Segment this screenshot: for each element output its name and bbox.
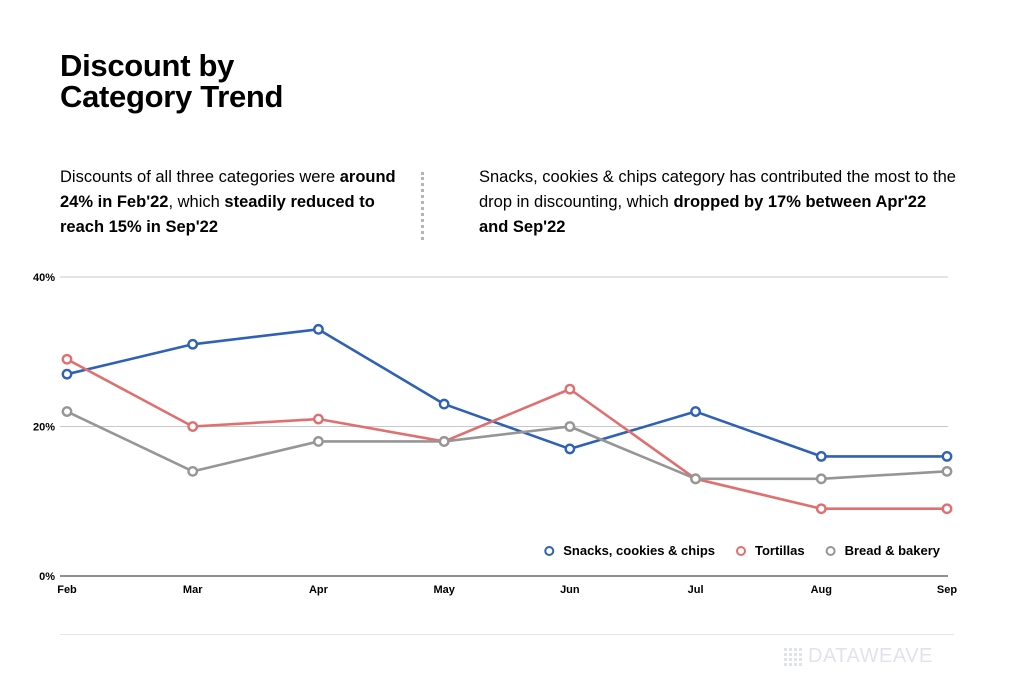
data-point bbox=[690, 473, 701, 485]
x-tick-label: Aug bbox=[811, 584, 832, 596]
data-point bbox=[815, 503, 827, 515]
data-point bbox=[438, 436, 450, 447]
legend-marker bbox=[736, 546, 746, 556]
x-tick-label: Feb bbox=[57, 584, 77, 596]
insight-left-text-2: , which bbox=[168, 193, 225, 211]
legend-label: Snacks, cookies & chips bbox=[563, 543, 715, 558]
legend-marker bbox=[544, 546, 555, 556]
x-tick-label: Apr bbox=[309, 584, 329, 596]
grid-dots-icon bbox=[784, 647, 802, 666]
insight-right: Snacks, cookies & chips category has con… bbox=[479, 165, 959, 240]
data-point bbox=[690, 406, 701, 417]
data-point bbox=[187, 338, 199, 350]
insight-left-text-1: Discounts of all three categories were bbox=[60, 168, 340, 186]
y-tick-label: 20% bbox=[33, 422, 55, 434]
x-tick-label: Jul bbox=[688, 584, 704, 596]
data-point bbox=[564, 421, 576, 432]
insight-left: Discounts of all three categories were a… bbox=[60, 165, 400, 240]
data-point bbox=[815, 450, 827, 462]
data-point bbox=[313, 436, 324, 447]
footer-divider bbox=[60, 634, 954, 635]
insight-right-text-1: Snacks, cookies & chips category has con… bbox=[479, 168, 956, 211]
brand-logo: DATAWEAVE bbox=[784, 645, 933, 668]
line-chart: 0% 20% 40% Feb Mar Apr May Jun Jul Aug Sep Snacks… bbox=[33, 272, 957, 596]
title-line-1: Discount by bbox=[60, 48, 235, 83]
data-point bbox=[564, 443, 576, 455]
series-line bbox=[66, 358, 947, 511]
brand-name: DATAWEAVE bbox=[808, 645, 933, 667]
title-line-2: Category Trend bbox=[60, 79, 284, 114]
x-tick-label: Mar bbox=[183, 584, 203, 596]
data-point bbox=[187, 465, 199, 477]
series-lines bbox=[61, 323, 953, 515]
series-line bbox=[66, 410, 948, 481]
x-tick-label: Jun bbox=[560, 584, 580, 596]
chart-legend: Snacks, cookies & chips Tortillas Bread & … bbox=[544, 543, 941, 558]
x-tick-labels: Feb Mar Apr May Jun Jul Aug Sep bbox=[57, 584, 957, 596]
legend-item-2: Bread & bakery bbox=[825, 543, 941, 558]
data-point bbox=[941, 503, 953, 515]
insight-divider bbox=[421, 172, 424, 240]
y-tick-label: 40% bbox=[33, 272, 55, 284]
insight-left-bold-2: steadily reduced to reach 15% in Sep'22 bbox=[60, 193, 375, 236]
series-line bbox=[66, 328, 947, 458]
data-point bbox=[313, 413, 324, 425]
legend-label: Bread & bakery bbox=[845, 543, 941, 558]
data-point bbox=[313, 323, 324, 335]
y-tick-label: 0% bbox=[39, 571, 55, 583]
data-point bbox=[61, 353, 73, 365]
insight-left-bold-1: around 24% in Feb'22 bbox=[60, 168, 396, 211]
series-2 bbox=[61, 406, 953, 485]
x-tick-label: May bbox=[433, 584, 455, 596]
data-point bbox=[815, 473, 827, 485]
insight-right-bold-1: dropped by 17% between Apr'22 and Sep'22 bbox=[479, 193, 927, 236]
data-point bbox=[564, 383, 576, 395]
data-point bbox=[61, 406, 73, 417]
data-point bbox=[61, 368, 73, 380]
data-point bbox=[941, 450, 953, 462]
data-point bbox=[941, 465, 953, 477]
legend-label: Tortillas bbox=[755, 543, 805, 558]
legend-item-1: Tortillas bbox=[736, 543, 805, 558]
data-point bbox=[187, 421, 199, 432]
legend-item-0: Snacks, cookies & chips bbox=[544, 543, 715, 558]
x-tick-label: Sep bbox=[937, 584, 957, 596]
series-0 bbox=[61, 323, 953, 462]
data-point bbox=[438, 398, 450, 410]
legend-marker bbox=[825, 546, 836, 556]
page-title: Discount by Category Trend bbox=[60, 50, 283, 112]
y-tick-labels: 0% 20% 40% bbox=[33, 272, 55, 583]
